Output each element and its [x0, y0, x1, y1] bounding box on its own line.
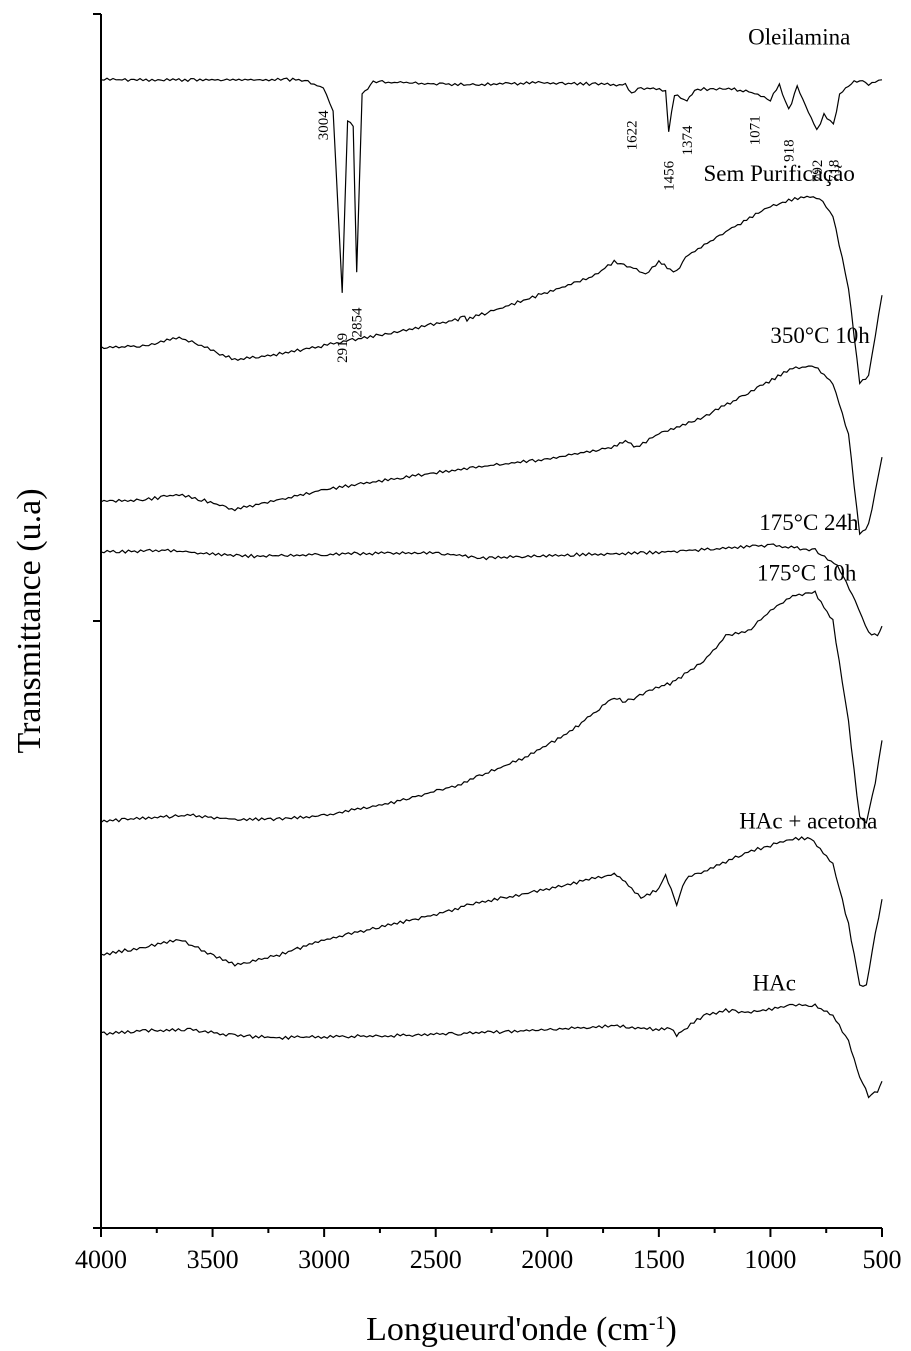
peak-label: 718 — [826, 160, 842, 183]
series-line-sem-purifica-o — [100, 195, 883, 386]
series-label: HAc + acetona — [739, 808, 877, 833]
y-axis-title: Transmittance (u.a) — [11, 488, 48, 753]
series-line-hac — [100, 1003, 883, 1099]
series-line-175-c-10h — [100, 590, 883, 824]
series-label: Sem Purificação — [703, 161, 854, 186]
series-line-hac-acetona — [100, 836, 883, 987]
x-tick-label: 3500 — [187, 1245, 239, 1274]
x-axis-title-close: ) — [666, 1311, 677, 1348]
x-tick-label: 2000 — [521, 1245, 573, 1274]
plot-area: 4000 3500 3000 2500 2000 1500 1000 500 Oleilami… — [75, 13, 902, 1274]
series-line-oleilamina — [100, 77, 883, 293]
peak-label: 3004 — [316, 110, 332, 140]
x-tick-label: 500 — [863, 1245, 902, 1274]
x-tick-label: 4000 — [75, 1245, 127, 1274]
x-axis-title-superscript: -1 — [649, 1312, 666, 1334]
series-label: 175°C 10h — [757, 561, 857, 586]
x-tick-label: 2500 — [410, 1245, 462, 1274]
series-group — [100, 77, 883, 1099]
series-label: HAc — [753, 970, 796, 995]
series-line-175-c-24h — [100, 543, 883, 637]
peak-label: 918 — [782, 139, 798, 162]
peak-label: 1374 — [680, 125, 696, 156]
peak-label: 2919 — [335, 333, 351, 363]
peak-label: 1071 — [748, 115, 764, 145]
peak-label: 2854 — [350, 307, 366, 338]
peak-label: 1456 — [662, 160, 678, 191]
x-axis-ticks: 4000 3500 3000 2500 2000 1500 1000 500 — [75, 1228, 902, 1274]
x-tick-label: 3000 — [298, 1245, 350, 1274]
x-tick-label: 1500 — [633, 1245, 685, 1274]
series-line-350-c-10h — [100, 365, 883, 536]
series-label: Oleilamina — [748, 24, 850, 49]
peak-label: 1622 — [625, 120, 641, 150]
y-axis-ticks — [93, 13, 101, 1229]
x-axis-title: Longueurd'onde (cm-1) — [366, 1311, 677, 1348]
x-axis-title-main: Longueurd'onde (cm — [366, 1311, 649, 1348]
series-labels: Oleilamina Sem Purificação 350°C 10h 175°C … — [703, 24, 877, 995]
series-label: 350°C 10h — [770, 323, 870, 348]
series-label: 175°C 24h — [759, 510, 859, 535]
peak-label: 792 — [810, 160, 826, 183]
x-tick-label: 1000 — [744, 1245, 796, 1274]
